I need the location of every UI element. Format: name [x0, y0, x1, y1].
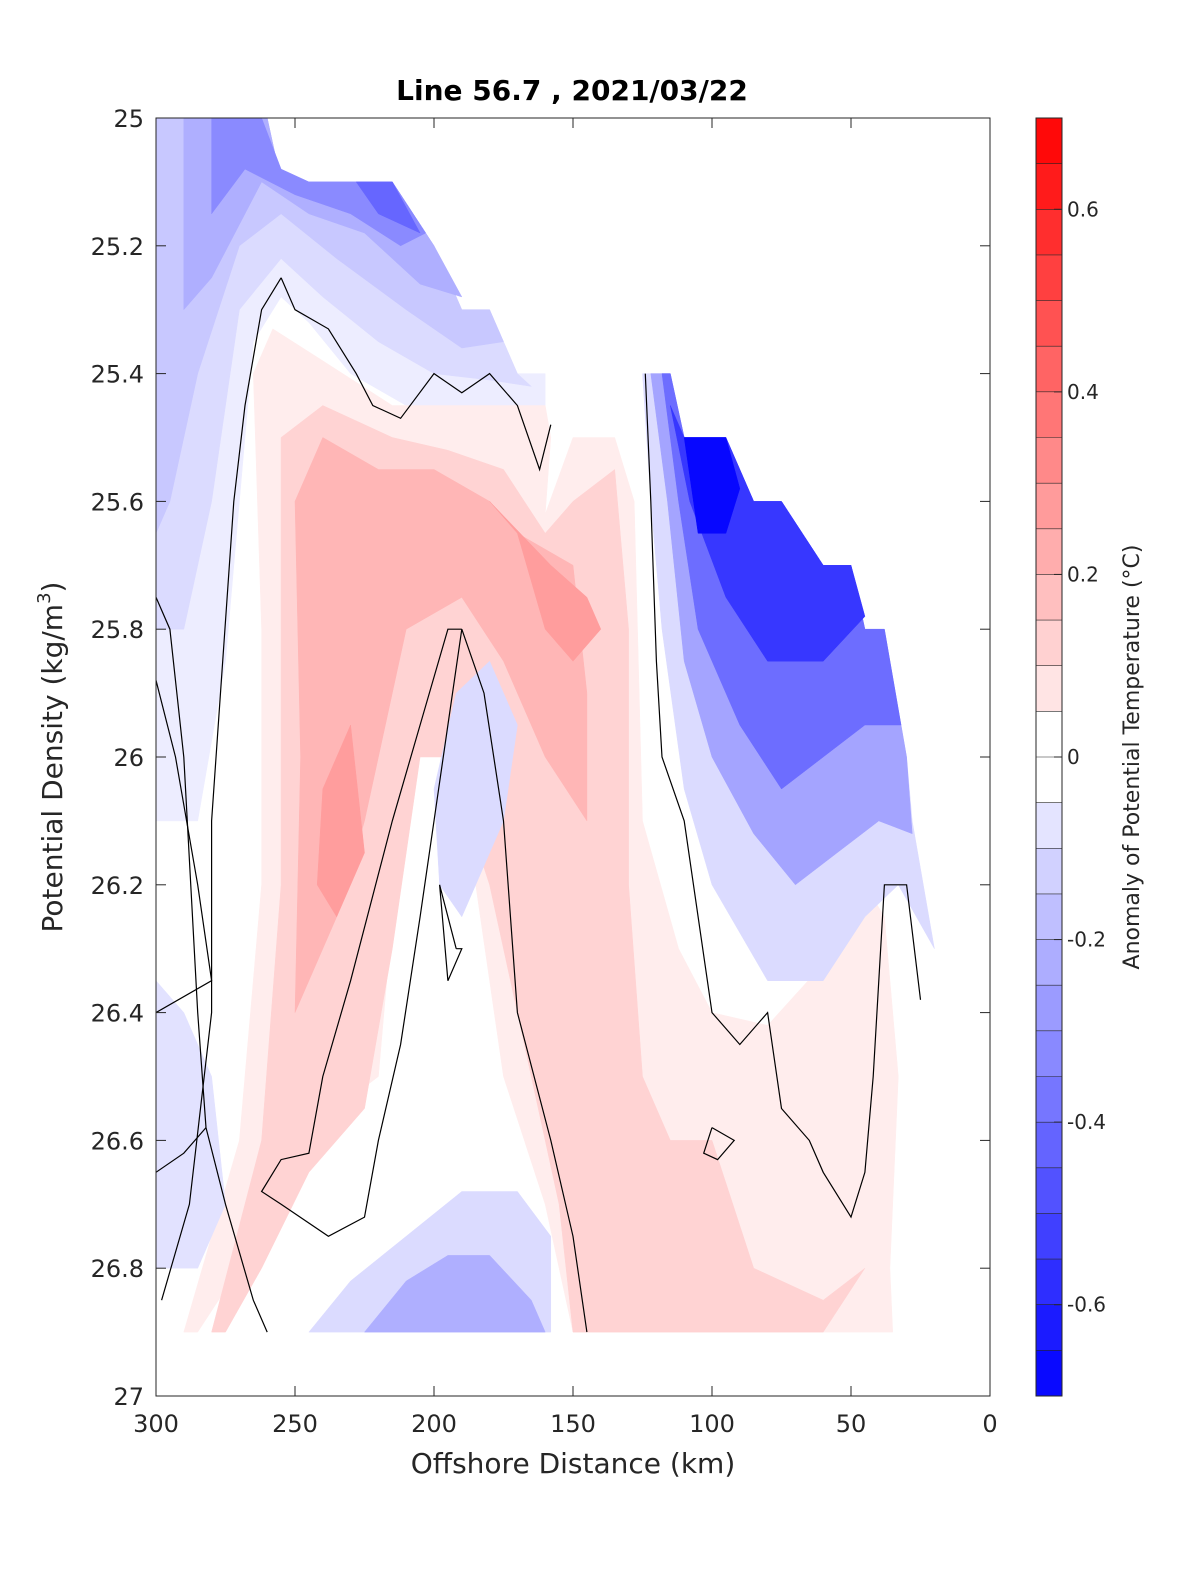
y-tick-label: 26.6 [91, 1127, 144, 1155]
colorbar-level [1036, 528, 1062, 575]
colorbar-tick-label: -0.2 [1067, 928, 1106, 952]
zero-line-10 [702, 1127, 736, 1161]
cold-pocket [433, 660, 518, 918]
colorbar-level [1036, 665, 1062, 712]
colorbar-ticks: -0.6 -0.4 -0.2 0 0.2 0.4 0.6 [1054, 197, 1106, 1317]
y-axis-label-close: ) [36, 582, 69, 593]
y-tick-label: 26.8 [91, 1255, 144, 1283]
x-axis-ticks: 300 250 200 150 100 50 0 [133, 118, 998, 1438]
y-tick-label: 25.2 [91, 233, 144, 261]
colorbar-level [1036, 346, 1062, 392]
colorbar-level [1036, 163, 1062, 210]
colorbar-level [1036, 1304, 1062, 1351]
zero-line-3 [156, 1127, 207, 1173]
x-axis-label: Offshore Distance (km) [411, 1447, 736, 1480]
zero-line-5 [161, 277, 282, 1301]
warm-core-deep [316, 724, 365, 918]
colorbar-level [1036, 1122, 1062, 1168]
colorbar-label: Anomaly of Potential Temperature (°C) [1120, 545, 1145, 970]
colorbar-level [1036, 1030, 1062, 1077]
colorbar-tick-label: 0.2 [1067, 562, 1099, 586]
colorbar-tick-label: 0.6 [1067, 197, 1099, 221]
colorbar-level [1036, 848, 1062, 894]
colorbar-level [1036, 300, 1062, 347]
y-tick-label: 26.2 [91, 872, 144, 900]
zero-line-7 [439, 884, 463, 981]
deep-cold-2 [364, 1255, 546, 1333]
colorbar-level [1036, 118, 1062, 164]
y-tick-label: 26.4 [91, 1000, 144, 1028]
y-axis-ticks: 25 25.2 25.4 25.6 25.8 26 26.2 26.4 26.6 26.8 27 [91, 105, 990, 1411]
colorbar-level [1036, 757, 1062, 803]
cold-offshore-4 [211, 118, 426, 247]
contour-fills [156, 118, 935, 1333]
colorbar-level [1036, 620, 1062, 666]
zero-line-1 [156, 597, 268, 1333]
zero-line-9 [644, 373, 922, 1219]
colorbar-level [1036, 574, 1062, 621]
x-tick-label: 250 [272, 1410, 318, 1438]
colorbar-level [1036, 1213, 1062, 1260]
colorbar-tick-label: 0.4 [1067, 380, 1099, 404]
x-tick-label: 50 [836, 1410, 867, 1438]
colorbar-level [1036, 209, 1062, 255]
y-tick-label: 25.4 [91, 361, 144, 389]
y-tick-label: 25 [113, 105, 144, 133]
y-axis-label-sup: 3 [34, 592, 55, 603]
colorbar-level [1036, 437, 1062, 484]
y-axis-label-text: Potential Density (kg/m [36, 604, 69, 933]
colorbar-level [1036, 254, 1062, 301]
zero-line-6 [260, 628, 463, 1237]
colorbar-level [1036, 985, 1062, 1031]
x-tick-label: 0 [982, 1410, 997, 1438]
colorbar-level [1036, 802, 1062, 849]
x-tick-label: 200 [411, 1410, 457, 1438]
zero-line-8 [461, 629, 588, 1333]
colorbar-level [1036, 1259, 1062, 1305]
colorbar-level [1036, 893, 1062, 940]
y-tick-label: 25.6 [91, 488, 144, 516]
zero-line-2 [156, 680, 213, 1014]
y-axis-label: Potential Density (kg/m3) [34, 582, 69, 933]
colorbar-level [1036, 1350, 1062, 1396]
colorbar-tick-label: 0 [1067, 745, 1080, 769]
colorbar-tick-label: -0.4 [1067, 1110, 1106, 1134]
colorbar-level [1036, 483, 1062, 529]
x-tick-label: 150 [550, 1410, 596, 1438]
cold-jet-core [683, 437, 741, 534]
x-tick-label: 300 [133, 1410, 179, 1438]
zero-contour-lines [156, 277, 922, 1333]
colorbar [1035, 117, 1063, 1397]
colorbar-level [1036, 391, 1062, 438]
zero-line-4 [280, 277, 552, 472]
colorbar-level [1036, 1167, 1062, 1214]
colorbar-level [1036, 1076, 1062, 1123]
chart-title: Line 56.7 , 2021/03/22 [396, 74, 748, 107]
colorbar-tick-label: -0.6 [1067, 1293, 1106, 1317]
warm-core-4 [489, 501, 602, 662]
colorbar-level [1036, 939, 1062, 986]
colorbar-level [1036, 711, 1062, 757]
y-tick-label: 25.8 [91, 616, 144, 644]
cold-offshore-5 [355, 181, 421, 234]
y-tick-label: 26 [113, 744, 144, 772]
x-tick-label: 100 [689, 1410, 735, 1438]
y-tick-label: 27 [113, 1383, 144, 1411]
